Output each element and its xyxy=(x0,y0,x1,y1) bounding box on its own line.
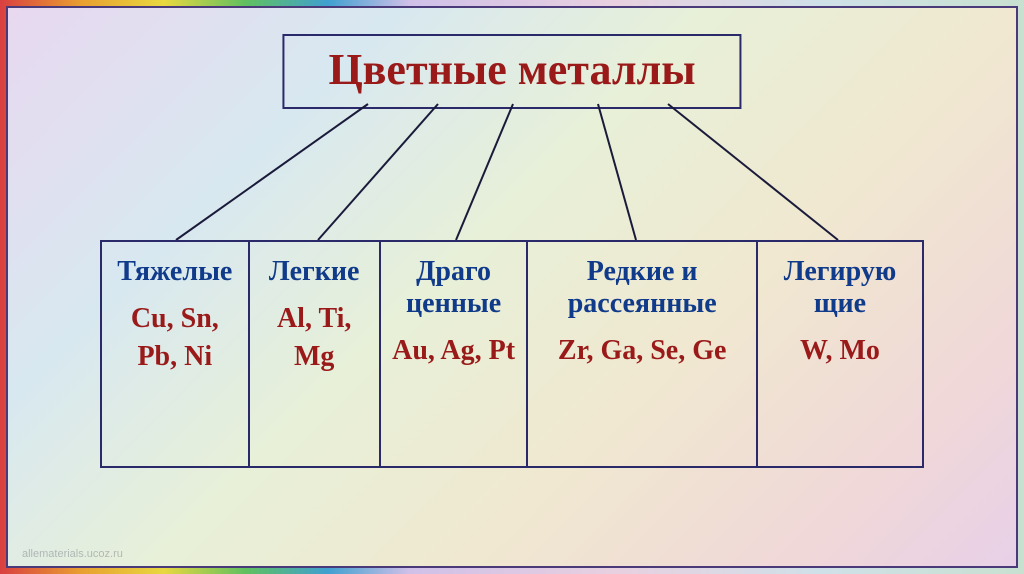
category-elements: W, Mo xyxy=(800,332,880,370)
category-column-0: Тяжелые Cu, Sn, Pb, Ni xyxy=(102,242,250,466)
category-header: Легкие xyxy=(269,256,360,288)
category-column-3: Редкие и рассеянные Zr, Ga, Se, Ge xyxy=(528,242,758,466)
category-header: Тяжелые xyxy=(117,256,232,288)
category-column-1: Легкие Al, Ti, Mg xyxy=(250,242,381,466)
rainbow-frame: Цветные металлы ТяжелыеCu, Sn, Pb, NiЛег… xyxy=(0,0,1024,574)
category-elements: Au, Ag, Pt xyxy=(392,332,515,370)
slide-title: Цветные металлы xyxy=(328,44,695,95)
category-header: Драго ценные xyxy=(389,256,519,320)
watermark-text: allematerials.ucoz.ru xyxy=(22,548,123,560)
category-column-4: Легирую щие W, Mo xyxy=(758,242,922,466)
category-header: Редкие и рассеянные xyxy=(536,256,748,320)
slide-canvas: Цветные металлы ТяжелыеCu, Sn, Pb, NiЛег… xyxy=(6,6,1018,568)
title-box: Цветные металлы xyxy=(282,34,741,109)
category-column-2: Драго ценные Au, Ag, Pt xyxy=(381,242,529,466)
category-header: Легирую щие xyxy=(766,256,914,320)
category-elements: Al, Ti, Mg xyxy=(258,300,371,376)
category-elements: Cu, Sn, Pb, Ni xyxy=(110,300,240,376)
categories-table: ТяжелыеCu, Sn, Pb, NiЛегкиеAl, Ti, MgДра… xyxy=(100,240,924,468)
category-elements: Zr, Ga, Se, Ge xyxy=(558,332,727,370)
